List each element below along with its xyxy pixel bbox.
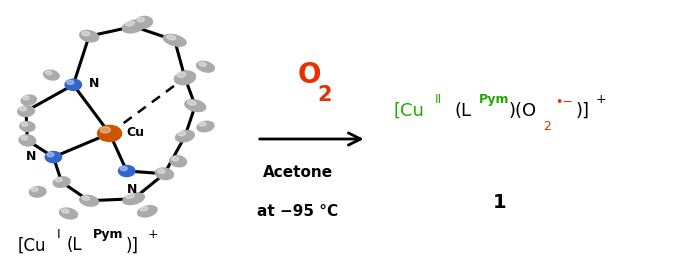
- Ellipse shape: [21, 122, 28, 126]
- Ellipse shape: [20, 121, 35, 131]
- Text: )]: )]: [125, 236, 138, 254]
- Text: •−: •−: [555, 96, 573, 109]
- Ellipse shape: [65, 79, 82, 90]
- Ellipse shape: [21, 95, 36, 105]
- Ellipse shape: [45, 71, 52, 75]
- Text: at −95 °C: at −95 °C: [258, 204, 338, 219]
- Ellipse shape: [32, 187, 38, 192]
- Ellipse shape: [18, 106, 34, 116]
- Text: +: +: [596, 93, 607, 106]
- Text: N: N: [88, 77, 99, 90]
- Ellipse shape: [140, 207, 148, 211]
- Ellipse shape: [123, 193, 145, 205]
- Text: 2: 2: [543, 120, 551, 133]
- Ellipse shape: [188, 101, 196, 105]
- Ellipse shape: [199, 62, 206, 66]
- Ellipse shape: [29, 187, 46, 197]
- Text: )]: )]: [575, 101, 589, 120]
- Ellipse shape: [23, 96, 29, 100]
- Ellipse shape: [172, 157, 179, 161]
- Ellipse shape: [163, 34, 186, 46]
- Ellipse shape: [119, 165, 135, 177]
- Text: [Cu: [Cu: [17, 236, 46, 254]
- Text: Acetone: Acetone: [263, 165, 333, 180]
- Ellipse shape: [45, 152, 62, 163]
- Ellipse shape: [79, 195, 99, 206]
- Ellipse shape: [185, 100, 206, 111]
- Ellipse shape: [166, 35, 176, 40]
- Ellipse shape: [19, 135, 36, 146]
- Ellipse shape: [53, 177, 70, 187]
- Ellipse shape: [175, 130, 195, 142]
- Ellipse shape: [199, 122, 206, 126]
- Text: II: II: [435, 93, 443, 106]
- Ellipse shape: [67, 80, 74, 85]
- Text: (L: (L: [66, 236, 82, 254]
- Ellipse shape: [60, 208, 77, 219]
- Text: Pym: Pym: [92, 228, 123, 241]
- Ellipse shape: [135, 16, 153, 28]
- Ellipse shape: [137, 18, 145, 22]
- Ellipse shape: [44, 70, 59, 80]
- Ellipse shape: [125, 21, 134, 26]
- Ellipse shape: [126, 194, 134, 198]
- Ellipse shape: [82, 31, 90, 36]
- Ellipse shape: [98, 125, 122, 142]
- Ellipse shape: [197, 61, 214, 72]
- Text: 2: 2: [317, 85, 332, 105]
- Text: 1: 1: [493, 193, 507, 212]
- Text: N: N: [25, 150, 36, 163]
- Text: )(O: )(O: [509, 101, 537, 120]
- Ellipse shape: [55, 178, 62, 182]
- Ellipse shape: [197, 121, 214, 132]
- Ellipse shape: [20, 107, 27, 111]
- Ellipse shape: [62, 209, 69, 213]
- Ellipse shape: [121, 167, 127, 171]
- Ellipse shape: [170, 156, 186, 167]
- Ellipse shape: [178, 131, 186, 136]
- Text: O: O: [298, 61, 321, 89]
- Text: Cu: Cu: [127, 126, 145, 139]
- Text: [Cu: [Cu: [394, 101, 425, 120]
- Text: (L: (L: [454, 101, 471, 120]
- Ellipse shape: [47, 153, 54, 157]
- Ellipse shape: [158, 169, 165, 173]
- Text: N: N: [127, 183, 138, 195]
- Ellipse shape: [123, 20, 145, 33]
- Ellipse shape: [79, 30, 99, 42]
- Ellipse shape: [155, 168, 173, 180]
- Ellipse shape: [100, 127, 110, 133]
- Text: I: I: [57, 228, 60, 241]
- Ellipse shape: [177, 72, 186, 77]
- Ellipse shape: [21, 136, 28, 140]
- Ellipse shape: [82, 196, 90, 200]
- Text: Pym: Pym: [479, 93, 510, 106]
- Ellipse shape: [175, 71, 195, 85]
- Ellipse shape: [138, 206, 157, 217]
- Text: +: +: [148, 228, 159, 241]
